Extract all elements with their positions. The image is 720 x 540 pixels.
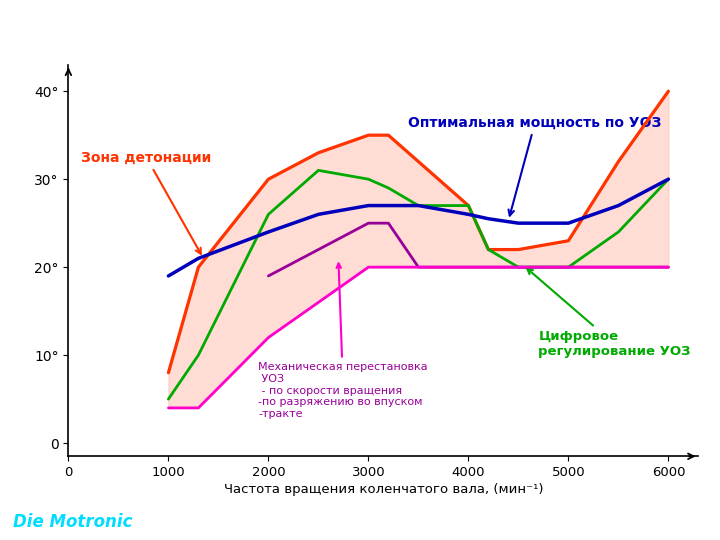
Text: U: U	[608, 515, 616, 528]
Text: Механическая перестановка
 УОЗ
 - по скорости вращения
-по разряжению во впуском: Механическая перестановка УОЗ - по скоро…	[258, 264, 428, 418]
Text: ▲: ▲	[585, 515, 595, 528]
Text: ►: ►	[672, 515, 682, 528]
Text: Die Motronic: Die Motronic	[13, 513, 132, 531]
Text: ◄: ◄	[650, 515, 660, 528]
Text: Цифровое
регулирование УОЗ: Цифровое регулирование УОЗ	[527, 269, 691, 358]
Text: Зона детонации: Зона детонации	[81, 151, 212, 254]
Text: 22: 22	[681, 513, 704, 531]
X-axis label: Частота вращения коленчатого вала, (мин⁻¹): Частота вращения коленчатого вала, (мин⁻…	[224, 483, 543, 496]
Text: УОЗ и детонация: УОЗ и детонация	[9, 14, 202, 33]
Text: ◄◄: ◄◄	[624, 515, 643, 528]
Text: Оптимальная мощность по УОЗ: Оптимальная мощность по УОЗ	[408, 116, 662, 215]
